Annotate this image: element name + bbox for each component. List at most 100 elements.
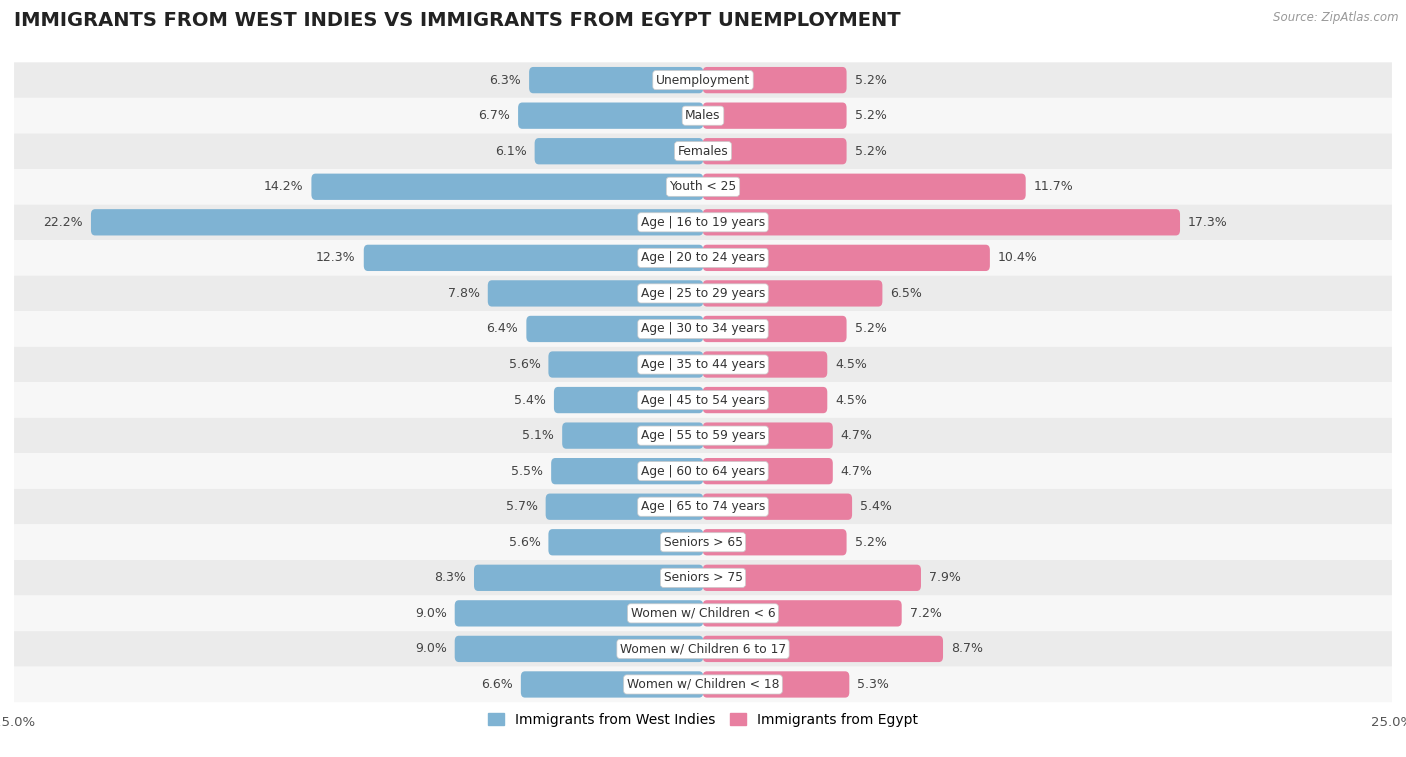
Text: Youth < 25: Youth < 25 bbox=[669, 180, 737, 193]
FancyBboxPatch shape bbox=[703, 529, 846, 556]
Text: 9.0%: 9.0% bbox=[415, 607, 447, 620]
Text: 4.5%: 4.5% bbox=[835, 358, 868, 371]
Text: Age | 65 to 74 years: Age | 65 to 74 years bbox=[641, 500, 765, 513]
Text: IMMIGRANTS FROM WEST INDIES VS IMMIGRANTS FROM EGYPT UNEMPLOYMENT: IMMIGRANTS FROM WEST INDIES VS IMMIGRANT… bbox=[14, 11, 901, 30]
Text: Age | 55 to 59 years: Age | 55 to 59 years bbox=[641, 429, 765, 442]
FancyBboxPatch shape bbox=[548, 351, 703, 378]
Text: Women w/ Children < 6: Women w/ Children < 6 bbox=[631, 607, 775, 620]
FancyBboxPatch shape bbox=[364, 245, 703, 271]
Text: Women w/ Children < 18: Women w/ Children < 18 bbox=[627, 678, 779, 691]
Text: 6.1%: 6.1% bbox=[495, 145, 527, 157]
Text: 6.6%: 6.6% bbox=[481, 678, 513, 691]
Text: 7.2%: 7.2% bbox=[910, 607, 942, 620]
FancyBboxPatch shape bbox=[14, 347, 1392, 382]
FancyBboxPatch shape bbox=[703, 173, 1026, 200]
Text: 5.4%: 5.4% bbox=[860, 500, 891, 513]
FancyBboxPatch shape bbox=[91, 209, 703, 235]
FancyBboxPatch shape bbox=[14, 240, 1392, 276]
Text: 6.5%: 6.5% bbox=[890, 287, 922, 300]
Text: 12.3%: 12.3% bbox=[316, 251, 356, 264]
Text: Age | 16 to 19 years: Age | 16 to 19 years bbox=[641, 216, 765, 229]
Text: 4.7%: 4.7% bbox=[841, 465, 873, 478]
Text: 6.4%: 6.4% bbox=[486, 322, 519, 335]
FancyBboxPatch shape bbox=[14, 489, 1392, 525]
Text: 4.5%: 4.5% bbox=[835, 394, 868, 407]
Legend: Immigrants from West Indies, Immigrants from Egypt: Immigrants from West Indies, Immigrants … bbox=[482, 707, 924, 733]
FancyBboxPatch shape bbox=[703, 565, 921, 591]
FancyBboxPatch shape bbox=[703, 245, 990, 271]
Text: Women w/ Children 6 to 17: Women w/ Children 6 to 17 bbox=[620, 643, 786, 656]
Text: 5.2%: 5.2% bbox=[855, 322, 886, 335]
FancyBboxPatch shape bbox=[14, 525, 1392, 560]
FancyBboxPatch shape bbox=[703, 209, 1180, 235]
FancyBboxPatch shape bbox=[703, 138, 846, 164]
FancyBboxPatch shape bbox=[14, 667, 1392, 702]
FancyBboxPatch shape bbox=[703, 67, 846, 93]
FancyBboxPatch shape bbox=[474, 565, 703, 591]
FancyBboxPatch shape bbox=[14, 596, 1392, 631]
Text: 10.4%: 10.4% bbox=[998, 251, 1038, 264]
FancyBboxPatch shape bbox=[551, 458, 703, 484]
Text: Age | 25 to 29 years: Age | 25 to 29 years bbox=[641, 287, 765, 300]
FancyBboxPatch shape bbox=[14, 276, 1392, 311]
Text: 5.2%: 5.2% bbox=[855, 536, 886, 549]
FancyBboxPatch shape bbox=[703, 351, 827, 378]
Text: Age | 35 to 44 years: Age | 35 to 44 years bbox=[641, 358, 765, 371]
Text: 8.3%: 8.3% bbox=[434, 572, 465, 584]
FancyBboxPatch shape bbox=[562, 422, 703, 449]
Text: 17.3%: 17.3% bbox=[1188, 216, 1227, 229]
FancyBboxPatch shape bbox=[703, 422, 832, 449]
FancyBboxPatch shape bbox=[14, 311, 1392, 347]
FancyBboxPatch shape bbox=[703, 280, 883, 307]
Text: 8.7%: 8.7% bbox=[950, 643, 983, 656]
FancyBboxPatch shape bbox=[703, 600, 901, 627]
FancyBboxPatch shape bbox=[14, 204, 1392, 240]
FancyBboxPatch shape bbox=[703, 387, 827, 413]
FancyBboxPatch shape bbox=[703, 316, 846, 342]
Text: Age | 20 to 24 years: Age | 20 to 24 years bbox=[641, 251, 765, 264]
FancyBboxPatch shape bbox=[554, 387, 703, 413]
Text: 5.6%: 5.6% bbox=[509, 358, 540, 371]
Text: Age | 45 to 54 years: Age | 45 to 54 years bbox=[641, 394, 765, 407]
Text: 6.3%: 6.3% bbox=[489, 73, 522, 86]
Text: 14.2%: 14.2% bbox=[264, 180, 304, 193]
Text: Males: Males bbox=[685, 109, 721, 122]
FancyBboxPatch shape bbox=[703, 636, 943, 662]
Text: 5.4%: 5.4% bbox=[515, 394, 546, 407]
Text: 5.2%: 5.2% bbox=[855, 109, 886, 122]
FancyBboxPatch shape bbox=[14, 133, 1392, 169]
FancyBboxPatch shape bbox=[703, 494, 852, 520]
Text: 5.7%: 5.7% bbox=[506, 500, 537, 513]
Text: 5.1%: 5.1% bbox=[522, 429, 554, 442]
FancyBboxPatch shape bbox=[14, 98, 1392, 133]
Text: 5.3%: 5.3% bbox=[858, 678, 889, 691]
Text: Age | 30 to 34 years: Age | 30 to 34 years bbox=[641, 322, 765, 335]
FancyBboxPatch shape bbox=[488, 280, 703, 307]
FancyBboxPatch shape bbox=[526, 316, 703, 342]
FancyBboxPatch shape bbox=[534, 138, 703, 164]
FancyBboxPatch shape bbox=[14, 453, 1392, 489]
FancyBboxPatch shape bbox=[548, 529, 703, 556]
Text: 5.5%: 5.5% bbox=[512, 465, 543, 478]
Text: 7.9%: 7.9% bbox=[929, 572, 960, 584]
FancyBboxPatch shape bbox=[454, 636, 703, 662]
Text: 4.7%: 4.7% bbox=[841, 429, 873, 442]
FancyBboxPatch shape bbox=[311, 173, 703, 200]
Text: 22.2%: 22.2% bbox=[44, 216, 83, 229]
Text: 11.7%: 11.7% bbox=[1033, 180, 1073, 193]
Text: Females: Females bbox=[678, 145, 728, 157]
Text: Seniors > 75: Seniors > 75 bbox=[664, 572, 742, 584]
FancyBboxPatch shape bbox=[703, 458, 832, 484]
Text: Source: ZipAtlas.com: Source: ZipAtlas.com bbox=[1274, 11, 1399, 24]
FancyBboxPatch shape bbox=[517, 102, 703, 129]
FancyBboxPatch shape bbox=[14, 169, 1392, 204]
FancyBboxPatch shape bbox=[529, 67, 703, 93]
Text: Seniors > 65: Seniors > 65 bbox=[664, 536, 742, 549]
Text: Unemployment: Unemployment bbox=[655, 73, 751, 86]
FancyBboxPatch shape bbox=[703, 102, 846, 129]
Text: 5.2%: 5.2% bbox=[855, 73, 886, 86]
Text: 9.0%: 9.0% bbox=[415, 643, 447, 656]
FancyBboxPatch shape bbox=[546, 494, 703, 520]
FancyBboxPatch shape bbox=[14, 62, 1392, 98]
FancyBboxPatch shape bbox=[14, 418, 1392, 453]
